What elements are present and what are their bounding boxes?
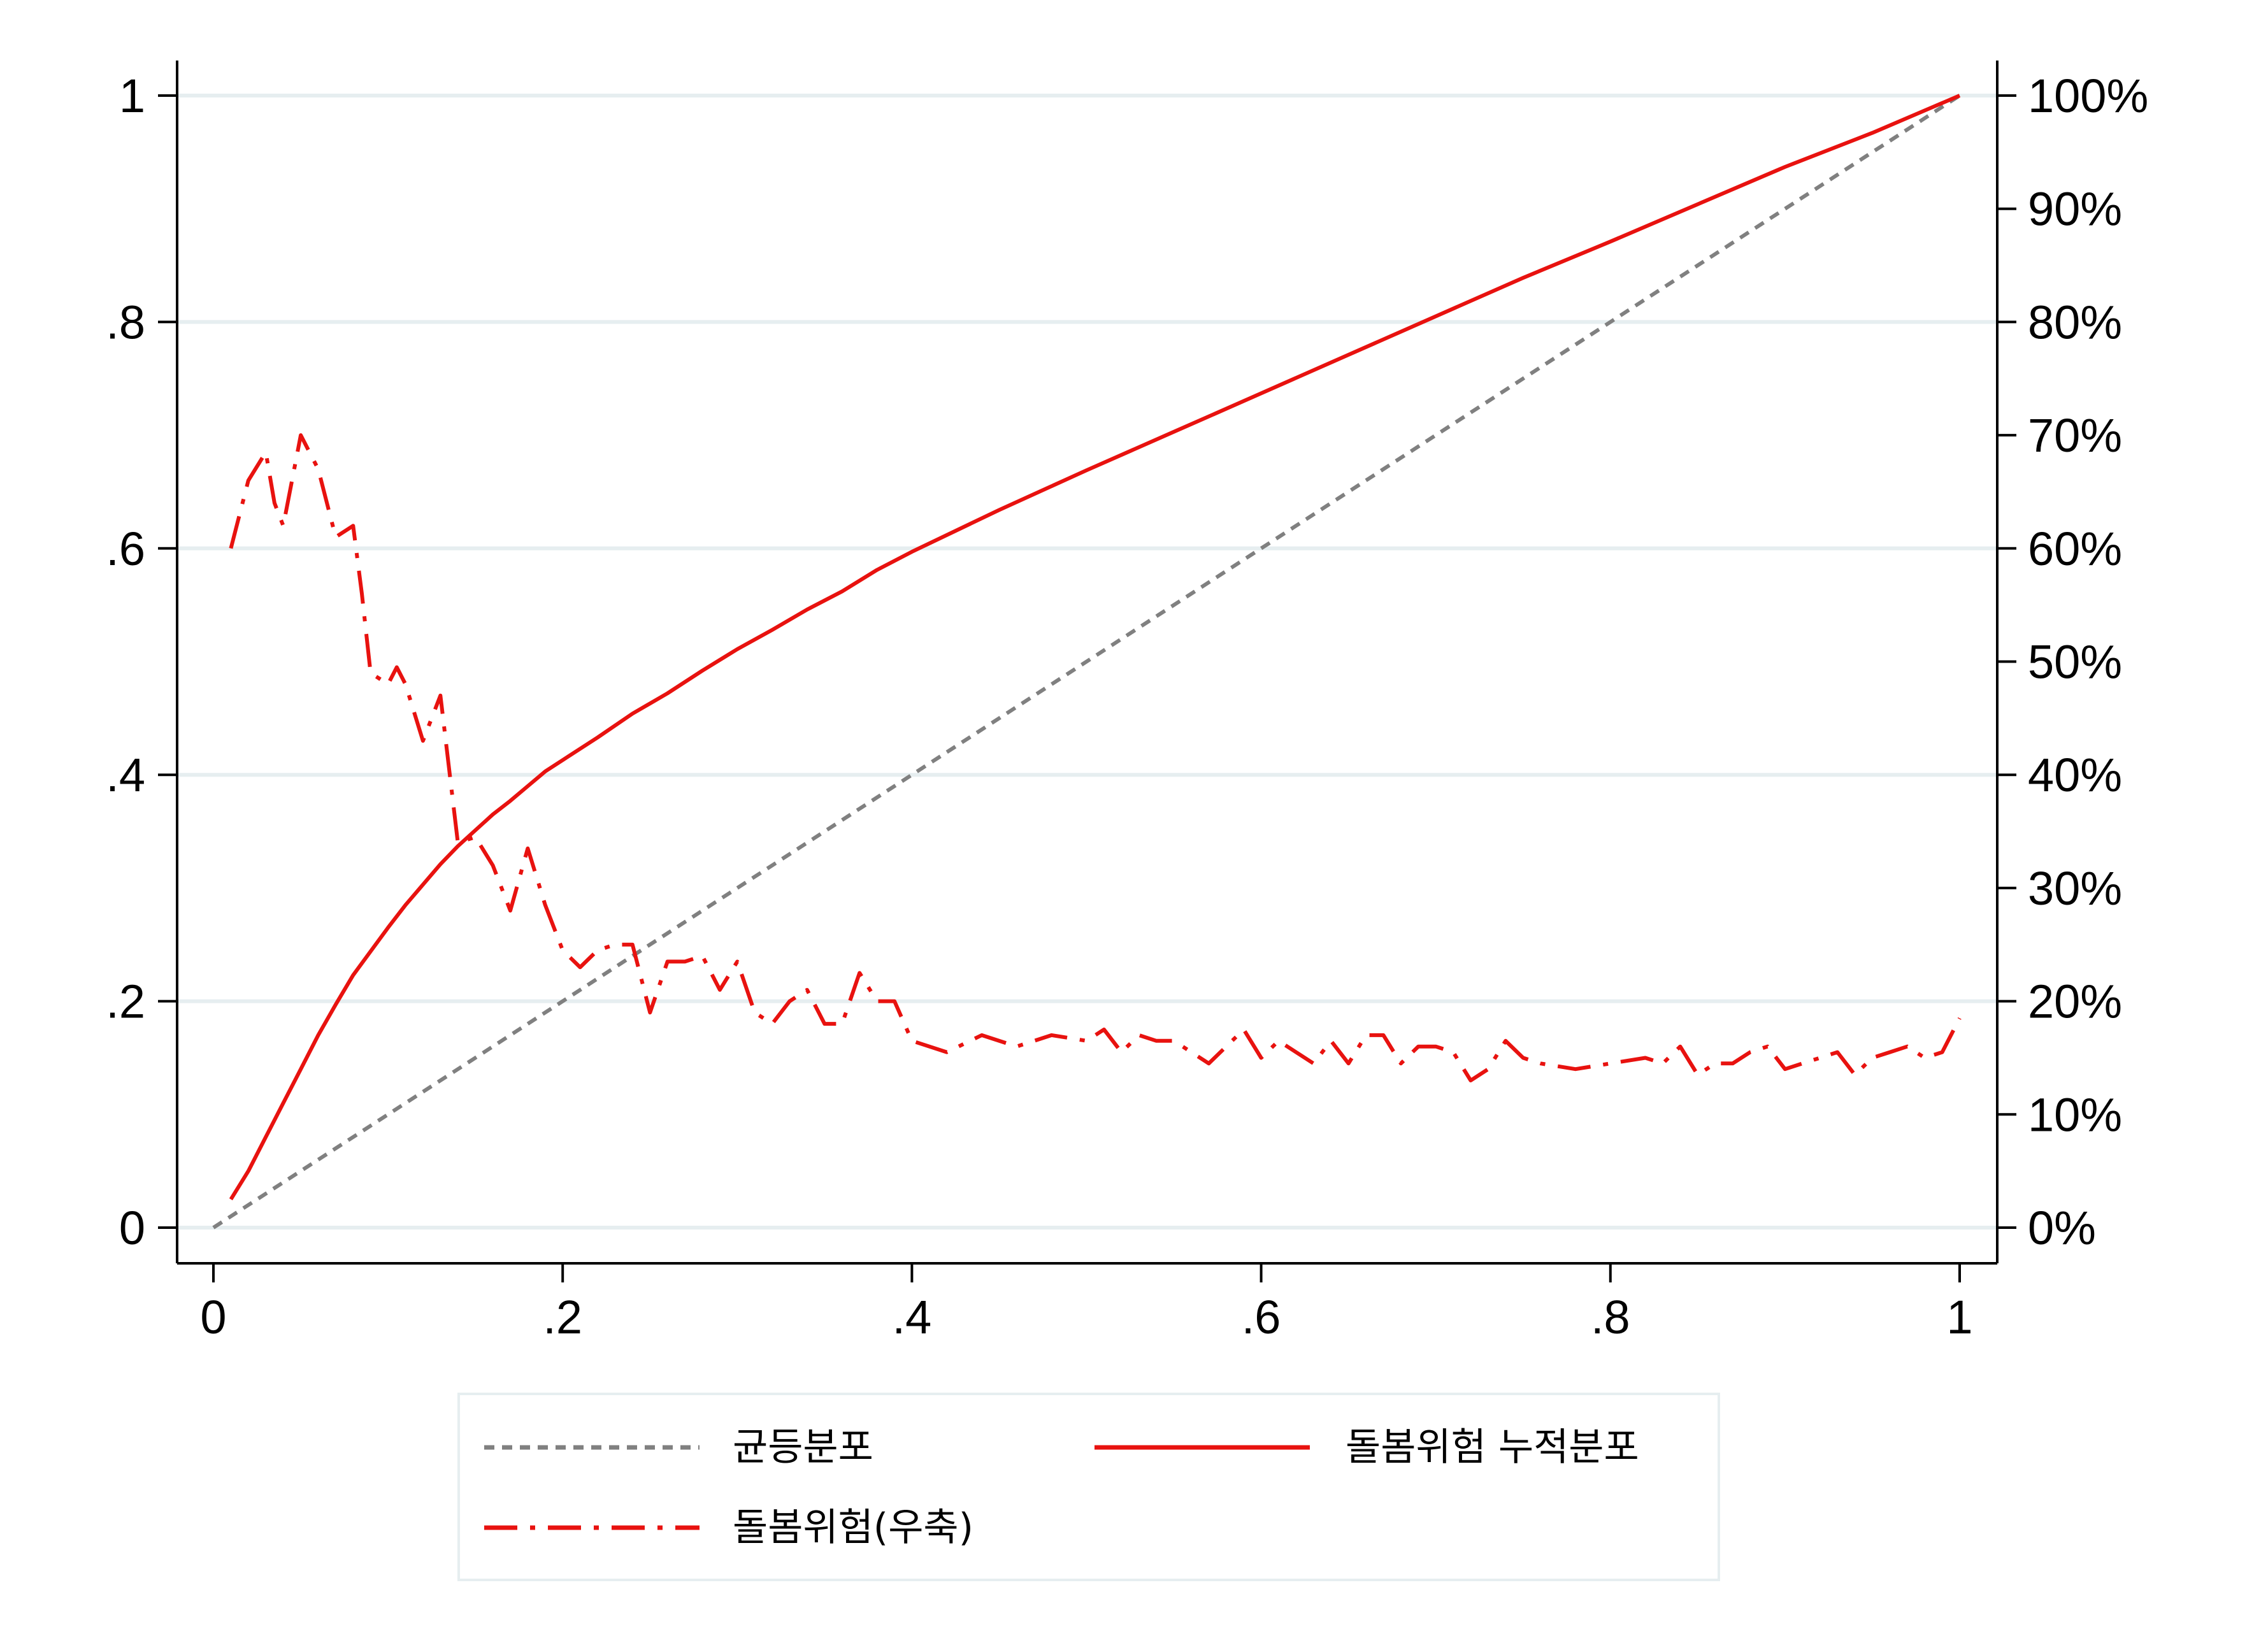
y2-tick-label: 0% [2028,1202,2096,1254]
x-tick-label: .4 [893,1291,932,1344]
x-tick-label: .2 [543,1291,582,1344]
y2-tick-label: 100% [2028,69,2148,122]
uniform-distribution-line [212,94,1961,1230]
legend-label-cumulative: 돌봄위험 누적분포 [1346,1425,1639,1470]
legend-label-uniform: 균등분포 [733,1425,873,1470]
y-tick-label: 1 [119,69,145,122]
y2-tick-label: 40% [2028,749,2122,801]
x-tick-label: 1 [1946,1291,1972,1344]
x-tick-label: .8 [1591,1291,1630,1344]
y-tick-label: .8 [106,296,145,348]
legend: 균등분포 돌봄위험 누적분포 돌봄위험(우축) [457,1393,1720,1581]
y-tick-label: .6 [106,522,145,575]
axes: 0.2.4.6.810%10%20%30%40%50%60%70%80%90%1… [106,61,2148,1344]
y2-tick-label: 80% [2028,296,2122,348]
series [212,94,1962,1230]
y2-tick-label: 10% [2028,1088,2122,1141]
y2-tick-label: 60% [2028,522,2122,575]
y2-tick-label: 70% [2028,409,2122,462]
y2-tick-label: 50% [2028,636,2122,689]
y2-tick-label: 90% [2028,183,2122,236]
x-tick-label: .6 [1242,1291,1281,1344]
care-risk-right-axis-line [229,433,1962,1082]
y2-tick-label: 30% [2028,862,2122,915]
y2-tick-label: 20% [2028,975,2122,1028]
legend-label-risk: 돌봄위험(우축) [733,1505,973,1550]
y-tick-label: .2 [106,975,145,1028]
x-tick-label: 0 [200,1291,226,1344]
y-tick-label: .4 [106,749,145,801]
legend-box [457,1393,1720,1581]
grid-lines [177,94,1997,1230]
y-tick-label: 0 [119,1202,145,1254]
cumulative-risk-line [229,94,1961,1201]
